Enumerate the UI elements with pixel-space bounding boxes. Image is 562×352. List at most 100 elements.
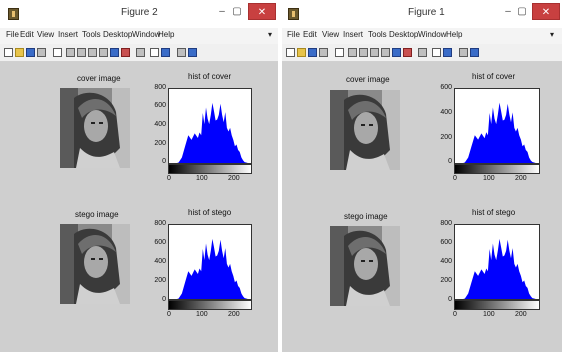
stego-image [330, 226, 400, 306]
menu-insert[interactable]: Insert [343, 30, 364, 39]
menu-file[interactable]: File [6, 30, 19, 39]
legend-icon[interactable] [161, 48, 170, 57]
colorbar-icon[interactable] [150, 48, 159, 57]
x-tick: 0 [453, 311, 457, 318]
menu-tools[interactable]: Tools [82, 30, 101, 39]
save-icon[interactable] [308, 48, 317, 57]
menu-view[interactable]: View [322, 30, 340, 39]
figure-canvas: cover image hist of cover 800 600 400 20… [0, 62, 278, 352]
pointer-icon[interactable] [53, 48, 62, 57]
hide-plot-tools-icon[interactable] [177, 48, 186, 57]
x-tick: 0 [167, 175, 171, 182]
title-bar[interactable]: Figure 2 – ▢ ✕ [0, 0, 278, 28]
new-figure-icon[interactable] [286, 48, 295, 57]
cover-image [60, 88, 130, 168]
y-tick: 600 [154, 239, 166, 246]
hist-stego-bars [455, 238, 539, 299]
y-tick: 800 [440, 220, 452, 227]
stego-image-title: stego image [344, 212, 388, 221]
brush-icon[interactable] [403, 48, 412, 57]
cover-image-title: cover image [346, 75, 390, 84]
y-tick: 800 [154, 220, 166, 227]
brush-icon[interactable] [121, 48, 130, 57]
hist-stego-axes [168, 224, 252, 300]
minimize-button[interactable]: – [505, 6, 511, 17]
y-tick: 0 [448, 158, 452, 165]
figure-2-window: Figure 2 – ▢ ✕ File Edit View Insert Too… [0, 0, 278, 352]
menu-help[interactable]: Help [446, 30, 463, 39]
close-button[interactable]: ✕ [532, 3, 560, 20]
hist-cover-bars [455, 102, 539, 163]
rotate-icon[interactable] [381, 48, 390, 57]
gray-level-colorbar [168, 300, 252, 310]
hist-cover-axes [168, 88, 252, 164]
menu-tools[interactable]: Tools [368, 30, 387, 39]
hide-plot-tools-icon[interactable] [459, 48, 468, 57]
menu-edit[interactable]: Edit [20, 30, 34, 39]
pan-icon[interactable] [88, 48, 97, 57]
menu-edit[interactable]: Edit [303, 30, 317, 39]
zoom-out-icon[interactable] [77, 48, 86, 57]
data-cursor-icon[interactable] [392, 48, 401, 57]
open-file-icon[interactable] [297, 48, 306, 57]
x-tick: 200 [228, 311, 240, 318]
zoom-in-icon[interactable] [348, 48, 357, 57]
link-icon[interactable] [418, 48, 427, 57]
x-tick: 100 [483, 175, 495, 182]
open-file-icon[interactable] [15, 48, 24, 57]
maximize-button[interactable]: ▢ [232, 6, 242, 17]
y-tick: 400 [154, 121, 166, 128]
menu-window[interactable]: Window [418, 30, 447, 39]
close-button[interactable]: ✕ [248, 3, 276, 20]
menu-file[interactable]: File [287, 30, 300, 39]
hist-cover-title: hist of cover [472, 72, 516, 81]
cover-image [330, 90, 400, 170]
menu-desktop[interactable]: Desktop [103, 30, 133, 39]
pointer-icon[interactable] [335, 48, 344, 57]
maximize-button[interactable]: ▢ [517, 6, 527, 17]
hist-cover-title: hist of cover [188, 72, 232, 81]
hist-stego-title: hist of stego [188, 208, 232, 217]
menu-expand-icon[interactable]: ▾ [550, 30, 555, 39]
figure-canvas: cover image hist of cover 600 400 200 0 … [282, 62, 562, 352]
cover-image-title: cover image [77, 74, 121, 83]
colorbar-icon[interactable] [432, 48, 441, 57]
y-tick: 400 [440, 109, 452, 116]
minimize-button[interactable]: – [219, 6, 225, 17]
y-tick: 600 [440, 239, 452, 246]
x-tick: 200 [228, 175, 240, 182]
show-plot-tools-icon[interactable] [188, 48, 197, 57]
print-icon[interactable] [319, 48, 328, 57]
link-icon[interactable] [136, 48, 145, 57]
menu-desktop[interactable]: Desktop [389, 30, 419, 39]
zoom-out-icon[interactable] [359, 48, 368, 57]
menu-bar: File Edit View Insert Tools Desktop Wind… [0, 28, 278, 44]
matlab-app-icon [288, 8, 299, 20]
menu-expand-icon[interactable]: ▾ [268, 30, 273, 39]
x-tick: 0 [167, 311, 171, 318]
y-tick: 200 [440, 277, 452, 284]
zoom-in-icon[interactable] [66, 48, 75, 57]
menu-view[interactable]: View [37, 30, 55, 39]
hist-stego-axes [454, 224, 540, 300]
rotate-icon[interactable] [99, 48, 108, 57]
show-plot-tools-icon[interactable] [470, 48, 479, 57]
toolbar [0, 44, 278, 62]
hist-stego-title: hist of stego [472, 208, 516, 217]
print-icon[interactable] [37, 48, 46, 57]
save-icon[interactable] [26, 48, 35, 57]
data-cursor-icon[interactable] [110, 48, 119, 57]
hist-stego-bars [169, 238, 251, 299]
x-tick: 100 [196, 175, 208, 182]
menu-insert[interactable]: Insert [58, 30, 79, 39]
title-bar[interactable]: Figure 1 – ▢ ✕ [282, 0, 562, 28]
pan-icon[interactable] [370, 48, 379, 57]
menu-window[interactable]: Window [132, 30, 161, 39]
hist-cover-axes [454, 88, 540, 164]
y-tick: 400 [440, 258, 452, 265]
figure-1-window: Figure 1 – ▢ ✕ File Edit View Insert Too… [282, 0, 562, 352]
menu-help[interactable]: Help [158, 30, 175, 39]
y-tick: 200 [440, 134, 452, 141]
legend-icon[interactable] [443, 48, 452, 57]
new-figure-icon[interactable] [4, 48, 13, 57]
